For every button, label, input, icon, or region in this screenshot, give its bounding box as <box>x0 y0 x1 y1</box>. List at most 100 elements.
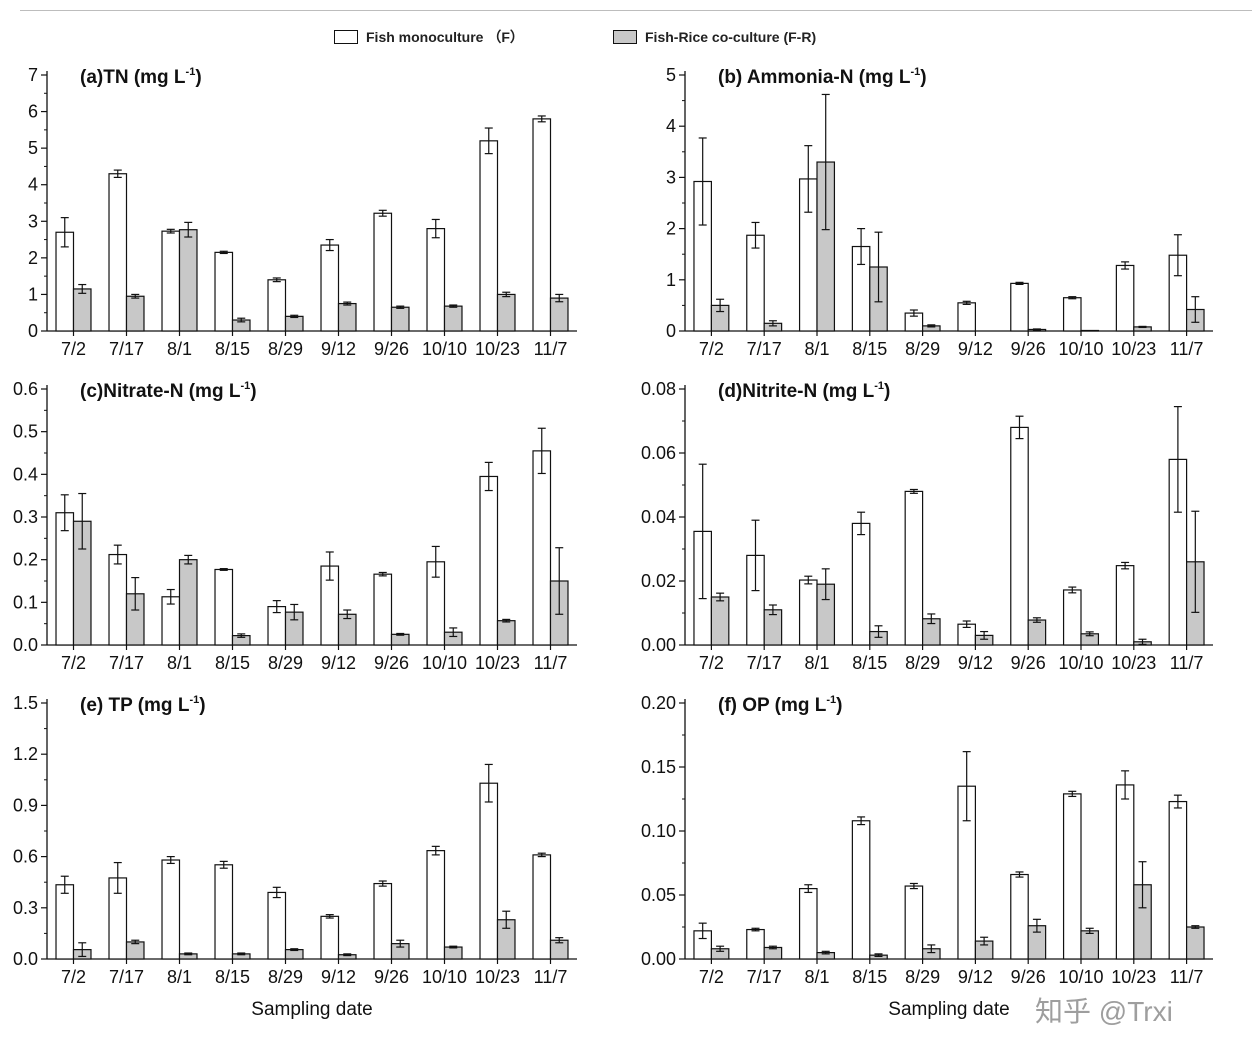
bar-fish-monoculture <box>1115 784 1135 960</box>
x-axis-title: Sampling date <box>888 999 1009 1020</box>
x-tick-label: 7/2 <box>699 339 724 359</box>
x-tick-label: 9/12 <box>958 339 993 359</box>
x-tick-label: 7/17 <box>109 967 144 987</box>
chart-panel-1: 0 1 2 3 4 5 6 7 7/2 7/17 8/1 8/15 8/29 9/12 9/26 10/10 1… <box>28 65 577 359</box>
y-tick-label: 0.00 <box>641 635 676 655</box>
x-tick-label: 9/26 <box>374 967 409 987</box>
bar-fish-monoculture <box>798 579 818 646</box>
legend-label-monoculture: Fish monoculture （F） <box>366 29 524 45</box>
y-tick-label: 0.00 <box>641 949 676 969</box>
legend-swatch-monoculture <box>334 30 358 44</box>
y-tick-label: 0.04 <box>641 507 676 527</box>
bar-fish-monoculture <box>108 173 128 332</box>
bar-fish-monoculture <box>426 228 446 332</box>
bar-fish-rice-coculture <box>443 305 463 332</box>
x-tick-label: 11/7 <box>1170 967 1204 987</box>
y-tick-label: 0.1 <box>13 592 38 612</box>
bar-fish-monoculture <box>904 885 924 960</box>
y-tick-label: 0.9 <box>13 795 38 815</box>
y-tick-label: 0 <box>28 321 38 341</box>
x-tick-label: 11/7 <box>1170 653 1204 673</box>
x-tick-label: 10/23 <box>1111 967 1156 987</box>
y-tick-label: 4 <box>666 116 676 136</box>
chart-panel-4: 0.00 0.02 0.04 0.06 0.08 7/2 7/17 8/1 8/15 8/29 9/… <box>641 379 1213 673</box>
bar-fish-monoculture <box>55 884 75 960</box>
chart-panel-5: 0.0 0.3 0.6 0.9 1.2 1.5 7/2 7/17 8/1 8/15 8/29 9/12… <box>13 693 577 1020</box>
x-tick-label: 8/1 <box>167 339 192 359</box>
bar-fish-monoculture <box>479 140 499 332</box>
panel-title-close: ) <box>920 67 926 88</box>
chart-panel-6: 0.00 0.05 0.10 0.15 0.20 7/2 7/17 8/1 8/15 8/29 9/… <box>641 693 1213 1020</box>
bar-fish-monoculture <box>214 251 234 332</box>
panel-title-close: ) <box>195 67 201 88</box>
x-tick-label: 8/15 <box>852 339 887 359</box>
x-tick-label: 8/1 <box>167 967 192 987</box>
panel-title-superscript: -1 <box>910 66 920 78</box>
legend-swatch-coculture <box>613 30 637 44</box>
x-tick-label: 8/29 <box>905 653 940 673</box>
panel-title-superscript: -1 <box>240 380 250 392</box>
x-tick-label: 8/1 <box>804 967 829 987</box>
panel-title-close: ) <box>250 381 256 402</box>
bar-fish-monoculture <box>1010 282 1029 332</box>
bar-fish-rice-coculture <box>1027 619 1047 646</box>
bar-fish-monoculture <box>373 573 393 646</box>
x-tick-label: 10/23 <box>1111 653 1156 673</box>
y-tick-label: 7 <box>28 65 38 85</box>
y-tick-label: 2 <box>666 219 676 239</box>
chart-panel-2: 0 1 2 3 4 5 7/2 7/17 8/1 8/15 8/29 9/12 9/26 10/10 10/… <box>666 65 1213 359</box>
x-tick-label: 9/26 <box>374 339 409 359</box>
x-tick-label: 7/2 <box>699 967 724 987</box>
panel-title-superscript: -1 <box>186 66 196 78</box>
y-tick-label: 0.3 <box>13 898 38 918</box>
x-tick-label: 11/7 <box>534 653 568 673</box>
panel-title-superscript: -1 <box>874 380 884 392</box>
bar-fish-rice-coculture <box>390 633 410 646</box>
bar-fish-monoculture <box>851 820 871 960</box>
y-tick-label: 2 <box>28 248 38 268</box>
panel-title-superscript: -1 <box>826 694 836 706</box>
y-tick-label: 0 <box>666 321 676 341</box>
x-tick-label: 8/29 <box>905 339 940 359</box>
bar-fish-rice-coculture <box>1080 930 1100 960</box>
bar-fish-monoculture <box>798 887 818 960</box>
bar-fish-monoculture <box>532 450 552 646</box>
y-tick-label: 0.6 <box>13 379 38 399</box>
watermark-text: 知乎 @Trxi <box>1035 996 1173 1027</box>
y-tick-label: 0.06 <box>641 443 676 463</box>
y-tick-label: 0.2 <box>13 550 38 570</box>
panel-title-close: ) <box>836 695 842 716</box>
bar-fish-monoculture <box>1115 264 1135 332</box>
bar-fish-rice-coculture <box>284 315 304 332</box>
bar-fish-monoculture <box>479 782 499 960</box>
bar-fish-rice-coculture <box>1185 926 1205 960</box>
bar-fish-monoculture <box>1062 589 1082 646</box>
y-tick-label: 0.08 <box>641 379 676 399</box>
bar-fish-monoculture <box>746 234 765 332</box>
panel-title-close: ) <box>199 695 205 716</box>
bar-fish-rice-coculture <box>710 596 730 646</box>
x-tick-label: 10/10 <box>422 967 467 987</box>
bar-fish-monoculture <box>161 230 181 332</box>
bar-fish-monoculture <box>373 212 393 332</box>
y-tick-label: 1 <box>666 270 676 290</box>
bar-fish-rice-coculture <box>496 293 516 332</box>
bar-fish-monoculture <box>1168 800 1188 960</box>
x-tick-label: 11/7 <box>534 339 568 359</box>
bar-fish-monoculture <box>267 891 287 960</box>
x-tick-label: 7/17 <box>747 653 782 673</box>
x-tick-label: 9/12 <box>958 653 993 673</box>
bar-fish-rice-coculture <box>178 559 198 646</box>
y-tick-label: 0.4 <box>13 464 38 484</box>
x-tick-label: 7/17 <box>109 653 144 673</box>
y-tick-label: 1.2 <box>13 744 38 764</box>
panel-title: (a)TN (mg L-1) <box>80 66 202 88</box>
bar-fish-monoculture <box>1115 565 1135 646</box>
x-tick-label: 10/23 <box>1111 339 1156 359</box>
x-tick-label: 11/7 <box>1170 339 1204 359</box>
y-tick-label: 0.20 <box>641 693 676 713</box>
bar-fish-monoculture <box>426 850 446 960</box>
bar-fish-rice-coculture <box>72 288 92 332</box>
x-axis-title: Sampling date <box>251 999 372 1020</box>
bar-fish-rice-coculture <box>178 229 198 332</box>
